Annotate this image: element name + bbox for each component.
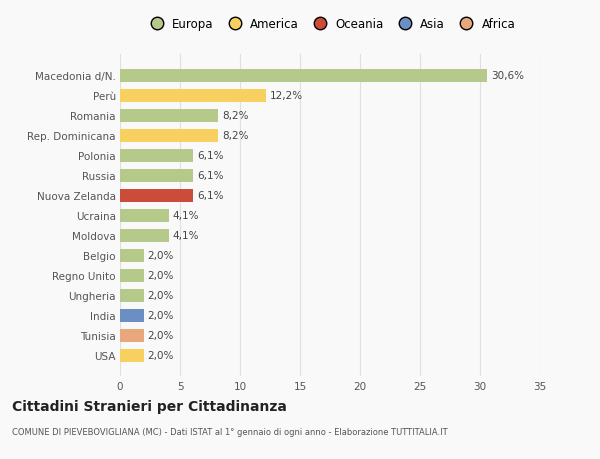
Text: 2,0%: 2,0% bbox=[148, 310, 174, 320]
Bar bbox=[120, 209, 169, 222]
Bar bbox=[120, 169, 193, 182]
Bar bbox=[120, 249, 144, 262]
Bar bbox=[120, 309, 144, 322]
Text: 6,1%: 6,1% bbox=[197, 151, 223, 161]
Text: 2,0%: 2,0% bbox=[148, 251, 174, 261]
Text: 2,0%: 2,0% bbox=[148, 350, 174, 360]
Bar bbox=[120, 269, 144, 282]
Text: 8,2%: 8,2% bbox=[222, 131, 248, 141]
Text: 30,6%: 30,6% bbox=[491, 71, 524, 81]
Text: Cittadini Stranieri per Cittadinanza: Cittadini Stranieri per Cittadinanza bbox=[12, 399, 287, 413]
Bar bbox=[120, 329, 144, 342]
Bar bbox=[120, 110, 218, 123]
Text: 2,0%: 2,0% bbox=[148, 270, 174, 280]
Text: 2,0%: 2,0% bbox=[148, 291, 174, 301]
Text: COMUNE DI PIEVEBOVIGLIANA (MC) - Dati ISTAT al 1° gennaio di ogni anno - Elabora: COMUNE DI PIEVEBOVIGLIANA (MC) - Dati IS… bbox=[12, 427, 448, 436]
Bar bbox=[120, 90, 266, 102]
Legend: Europa, America, Oceania, Asia, Africa: Europa, America, Oceania, Asia, Africa bbox=[142, 16, 518, 34]
Text: 12,2%: 12,2% bbox=[270, 91, 303, 101]
Bar bbox=[120, 129, 218, 142]
Bar bbox=[120, 70, 487, 83]
Text: 6,1%: 6,1% bbox=[197, 191, 223, 201]
Text: 8,2%: 8,2% bbox=[222, 111, 248, 121]
Bar bbox=[120, 150, 193, 162]
Bar bbox=[120, 349, 144, 362]
Bar bbox=[120, 289, 144, 302]
Bar bbox=[120, 229, 169, 242]
Text: 2,0%: 2,0% bbox=[148, 330, 174, 340]
Text: 4,1%: 4,1% bbox=[173, 231, 199, 241]
Text: 6,1%: 6,1% bbox=[197, 171, 223, 181]
Text: 4,1%: 4,1% bbox=[173, 211, 199, 221]
Bar bbox=[120, 189, 193, 202]
